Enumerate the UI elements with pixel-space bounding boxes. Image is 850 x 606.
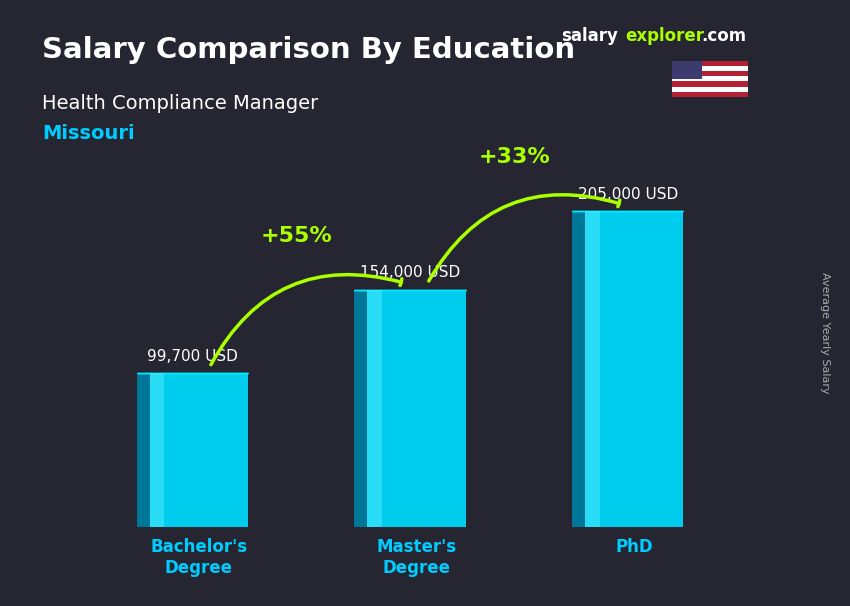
Text: Health Compliance Manager: Health Compliance Manager bbox=[42, 94, 319, 113]
FancyBboxPatch shape bbox=[572, 211, 586, 527]
Text: explorer: explorer bbox=[625, 27, 704, 45]
Bar bbox=[672, 76, 748, 81]
Bar bbox=[672, 87, 748, 92]
Bar bbox=[672, 66, 748, 71]
Bar bbox=[672, 92, 748, 97]
Bar bbox=[586, 211, 683, 527]
Text: 99,700 USD: 99,700 USD bbox=[147, 349, 238, 364]
Bar bbox=[150, 373, 247, 527]
Text: salary: salary bbox=[561, 27, 618, 45]
Bar bbox=[672, 71, 748, 76]
FancyBboxPatch shape bbox=[354, 290, 367, 527]
FancyBboxPatch shape bbox=[586, 211, 600, 527]
Bar bbox=[367, 290, 466, 527]
Text: +33%: +33% bbox=[479, 147, 551, 167]
Bar bbox=[672, 81, 748, 87]
Text: 154,000 USD: 154,000 USD bbox=[360, 265, 460, 281]
FancyBboxPatch shape bbox=[137, 373, 150, 527]
Text: .com: .com bbox=[701, 27, 746, 45]
FancyBboxPatch shape bbox=[367, 290, 382, 527]
Text: Salary Comparison By Education: Salary Comparison By Education bbox=[42, 36, 575, 64]
FancyBboxPatch shape bbox=[150, 373, 164, 527]
Text: Missouri: Missouri bbox=[42, 124, 135, 143]
Text: Average Yearly Salary: Average Yearly Salary bbox=[819, 273, 830, 394]
Bar bbox=[672, 61, 702, 79]
Text: 205,000 USD: 205,000 USD bbox=[578, 187, 678, 202]
Bar bbox=[672, 61, 748, 66]
Text: +55%: +55% bbox=[261, 226, 332, 246]
